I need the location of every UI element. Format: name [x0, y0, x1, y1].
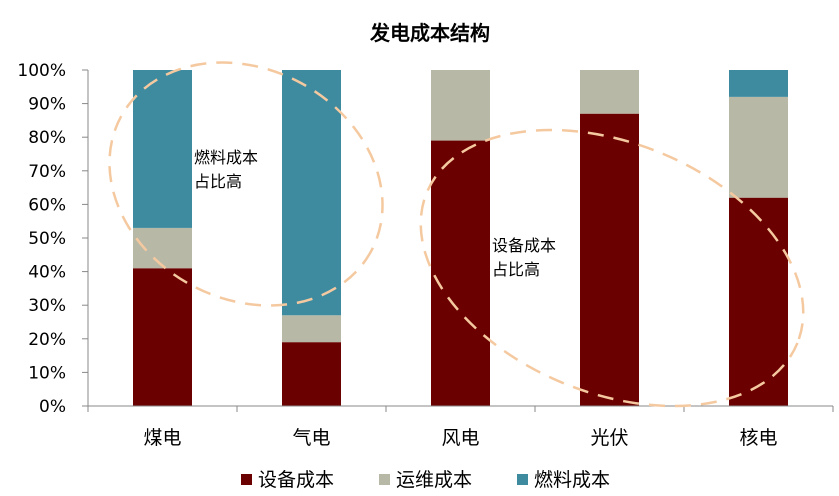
bar-segment [282, 342, 341, 406]
bar-segment [282, 315, 341, 343]
bar-segment [282, 70, 341, 316]
legend-label: 燃料成本 [534, 469, 610, 491]
bar-segment [431, 140, 490, 406]
y-tick-label: 40% [28, 263, 66, 283]
legend-swatch [379, 474, 390, 485]
annotation-text: 占比高 [492, 260, 540, 279]
y-tick-label: 10% [28, 363, 66, 383]
annotation-text: 燃料成本 [194, 148, 258, 167]
legend-label: 运维成本 [396, 469, 472, 491]
y-tick-label: 70% [28, 162, 66, 182]
y-tick-label: 60% [28, 195, 66, 215]
annotation-text: 占比高 [194, 172, 242, 191]
y-tick-label: 80% [28, 128, 66, 148]
y-tick-label: 20% [28, 330, 66, 350]
x-tick-label: 气电 [292, 427, 330, 449]
bar-segment [431, 70, 490, 141]
y-axis: 0% 10% 20% 30% 40% 50% 60% 70% 80% 90% 100% [17, 61, 89, 417]
legend-label: 设备成本 [258, 469, 334, 491]
legend-swatch [517, 474, 528, 485]
x-tick-label: 核电 [739, 427, 777, 449]
y-tick-label: 90% [28, 95, 66, 115]
y-tick-label: 100% [17, 61, 66, 81]
annotation-ellipse [108, 61, 384, 307]
x-tick-label: 煤电 [143, 427, 181, 449]
chart-title: 发电成本结构 [369, 21, 490, 45]
bar-segment [729, 96, 788, 198]
annotation-text: 设备成本 [492, 236, 556, 255]
bar-segment [133, 70, 192, 228]
annotation-ellipse [419, 128, 805, 408]
bar-segment [729, 70, 788, 97]
legend: 设备成本 运维成本 燃料成本 [241, 469, 610, 491]
bar-segment [580, 113, 639, 407]
y-tick-label: 50% [28, 229, 66, 249]
bar-segment [729, 197, 788, 406]
legend-swatch [241, 474, 252, 485]
bar-segment [133, 268, 192, 406]
x-axis: 煤电 气电 风电 光伏 核电 [87, 405, 834, 449]
bars [133, 70, 788, 407]
x-tick-label: 光伏 [590, 427, 628, 449]
bar-segment [133, 227, 192, 269]
bar-segment [580, 70, 639, 114]
y-tick-label: 0% [39, 397, 66, 417]
y-tick-label: 30% [28, 296, 66, 316]
x-tick-label: 风电 [441, 427, 479, 449]
